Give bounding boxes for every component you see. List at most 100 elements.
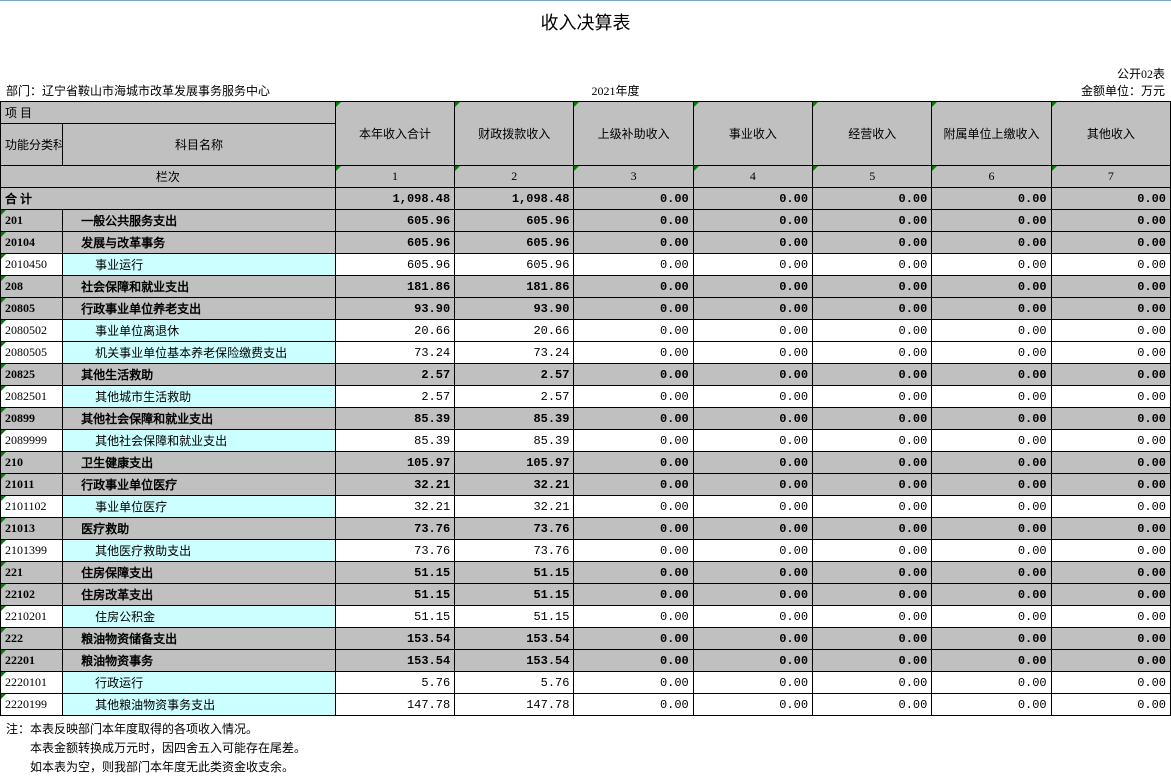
table-row: 2220101行政运行5.765.760.000.000.000.000.00 — [1, 672, 1171, 694]
row-value: 0.00 — [932, 298, 1051, 320]
row-code: 2080505 — [1, 342, 63, 364]
row-value: 0.00 — [1051, 650, 1170, 672]
row-value: 32.21 — [335, 474, 454, 496]
row-name: 社会保障和就业支出 — [63, 276, 336, 298]
row-value: 153.54 — [455, 628, 574, 650]
row-name: 机关事业单位基本养老保险缴费支出 — [63, 342, 336, 364]
table-row: 2220199其他粮油物资事务支出147.78147.780.000.000.0… — [1, 694, 1171, 716]
row-value: 0.00 — [932, 232, 1051, 254]
row-value: 0.00 — [813, 430, 932, 452]
dept-name: 辽宁省鞍山市海城市改革发展事务服务中心 — [42, 84, 270, 98]
row-name: 行政事业单位养老支出 — [63, 298, 336, 320]
row-value: 5.76 — [455, 672, 574, 694]
row-value: 0.00 — [813, 606, 932, 628]
table-row: 21011行政事业单位医疗32.2132.210.000.000.000.000… — [1, 474, 1171, 496]
table-row: 2101399其他医疗救助支出73.7673.760.000.000.000.0… — [1, 540, 1171, 562]
table-row: 20104发展与改革事务605.96605.960.000.000.000.00… — [1, 232, 1171, 254]
table-row: 22102住房改革支出51.1551.150.000.000.000.000.0… — [1, 584, 1171, 606]
row-sum-label: 合 计 — [1, 188, 336, 210]
row-value: 0.00 — [693, 254, 812, 276]
row-value: 0.00 — [693, 342, 812, 364]
note-line: 如本表为空，则我部门本年度无此类资金收支余。 — [6, 758, 1165, 776]
row-value: 51.15 — [335, 584, 454, 606]
row-value: 605.96 — [335, 232, 454, 254]
row-value: 73.76 — [335, 518, 454, 540]
row-value: 605.96 — [455, 254, 574, 276]
row-value: 32.21 — [335, 496, 454, 518]
row-code: 21011 — [1, 474, 63, 496]
row-value: 0.00 — [813, 474, 932, 496]
table-row: 222粮油物资储备支出153.54153.540.000.000.000.000… — [1, 628, 1171, 650]
row-value: 0.00 — [932, 364, 1051, 386]
table-row: 20899其他社会保障和就业支出85.3985.390.000.000.000.… — [1, 408, 1171, 430]
table-header: 项 目 本年收入合计 财政拨款收入 上级补助收入 事业收入 经营收入 附属单位上… — [1, 102, 1171, 188]
row-code: 210 — [1, 452, 63, 474]
row-value: 0.00 — [1051, 672, 1170, 694]
row-name: 一般公共服务支出 — [63, 210, 336, 232]
row-value: 0.00 — [1051, 408, 1170, 430]
hdr-col-7: 其他收入 — [1051, 102, 1170, 166]
row-value: 0.00 — [932, 672, 1051, 694]
dept: 部门：辽宁省鞍山市海城市改革发展事务服务中心 — [6, 82, 270, 99]
hdr-n7: 7 — [1051, 166, 1170, 188]
row-code: 2080502 — [1, 320, 63, 342]
row-value: 93.90 — [455, 298, 574, 320]
table-row: 20805行政事业单位养老支出93.9093.900.000.000.000.0… — [1, 298, 1171, 320]
table-row: 21013医疗救助73.7673.760.000.000.000.000.00 — [1, 518, 1171, 540]
row-name: 发展与改革事务 — [63, 232, 336, 254]
row-name: 其他社会保障和就业支出 — [63, 430, 336, 452]
row-value: 0.00 — [932, 650, 1051, 672]
row-value: 1,098.48 — [335, 188, 454, 210]
row-value: 0.00 — [813, 540, 932, 562]
row-value: 0.00 — [574, 342, 693, 364]
row-value: 0.00 — [693, 474, 812, 496]
hdr-n4: 4 — [693, 166, 812, 188]
row-value: 0.00 — [693, 232, 812, 254]
row-value: 0.00 — [932, 584, 1051, 606]
row-value: 0.00 — [574, 606, 693, 628]
row-value: 605.96 — [455, 210, 574, 232]
row-name: 粮油物资储备支出 — [63, 628, 336, 650]
row-value: 0.00 — [932, 474, 1051, 496]
row-value: 0.00 — [693, 628, 812, 650]
row-value: 0.00 — [932, 562, 1051, 584]
row-value: 51.15 — [335, 606, 454, 628]
row-value: 0.00 — [574, 496, 693, 518]
row-value: 0.00 — [813, 188, 932, 210]
row-value: 0.00 — [1051, 430, 1170, 452]
row-name: 行政事业单位医疗 — [63, 474, 336, 496]
row-code: 201 — [1, 210, 63, 232]
row-value: 147.78 — [335, 694, 454, 716]
table-row: 20825其他生活救助2.572.570.000.000.000.000.00 — [1, 364, 1171, 386]
row-value: 0.00 — [932, 496, 1051, 518]
table-row: 2101102事业单位医疗32.2132.210.000.000.000.000… — [1, 496, 1171, 518]
row-value: 0.00 — [932, 342, 1051, 364]
row-value: 51.15 — [335, 562, 454, 584]
row-value: 0.00 — [813, 364, 932, 386]
table-row: 合 计1,098.481,098.480.000.000.000.000.00 — [1, 188, 1171, 210]
row-code: 2010450 — [1, 254, 63, 276]
row-code: 2220199 — [1, 694, 63, 716]
row-value: 0.00 — [1051, 540, 1170, 562]
form-number: 公开02表 — [0, 65, 1171, 82]
table-row: 2089999其他社会保障和就业支出85.3985.390.000.000.00… — [1, 430, 1171, 452]
row-value: 85.39 — [455, 408, 574, 430]
row-value: 73.76 — [335, 540, 454, 562]
row-value: 2.57 — [455, 364, 574, 386]
row-value: 605.96 — [335, 210, 454, 232]
row-value: 0.00 — [693, 320, 812, 342]
row-value: 0.00 — [574, 320, 693, 342]
row-name: 卫生健康支出 — [63, 452, 336, 474]
row-value: 105.97 — [455, 452, 574, 474]
row-value: 73.76 — [455, 518, 574, 540]
dept-label: 部门： — [6, 84, 42, 98]
row-value: 153.54 — [335, 650, 454, 672]
hdr-n3: 3 — [574, 166, 693, 188]
row-value: 0.00 — [693, 364, 812, 386]
row-value: 0.00 — [693, 298, 812, 320]
row-name: 其他医疗救助支出 — [63, 540, 336, 562]
row-value: 93.90 — [335, 298, 454, 320]
row-value: 0.00 — [1051, 254, 1170, 276]
meta-row: 部门：辽宁省鞍山市海城市改革发展事务服务中心 2021年度 金额单位：万元 — [0, 82, 1171, 101]
row-value: 0.00 — [693, 694, 812, 716]
